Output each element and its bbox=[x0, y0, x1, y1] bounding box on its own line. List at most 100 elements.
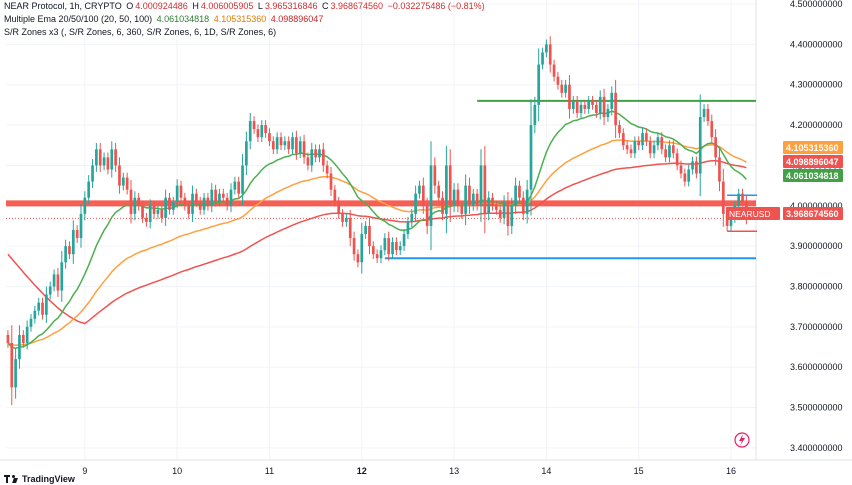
candle-body bbox=[114, 149, 117, 166]
candle-body bbox=[421, 185, 425, 206]
candle-body bbox=[333, 189, 337, 202]
candle-body bbox=[629, 149, 633, 154]
candle-body bbox=[337, 201, 341, 214]
candle-body bbox=[525, 189, 529, 214]
price-label: 3.968674560 bbox=[786, 209, 839, 219]
candle-body bbox=[71, 230, 75, 255]
candle-body bbox=[106, 157, 110, 170]
candle-body bbox=[418, 185, 421, 194]
candle-body bbox=[125, 177, 129, 190]
price-label: 4.061034818 bbox=[786, 171, 839, 181]
candle-body bbox=[314, 149, 317, 158]
candle-body bbox=[495, 205, 498, 210]
candle-body bbox=[521, 197, 525, 214]
lightning-icon bbox=[739, 434, 745, 446]
candle-body bbox=[148, 205, 152, 222]
candle-body bbox=[571, 100, 575, 109]
candle-body bbox=[556, 76, 560, 85]
candle-body bbox=[225, 197, 229, 206]
candle-body bbox=[291, 137, 294, 150]
candle-body bbox=[625, 145, 629, 150]
candle-body bbox=[606, 108, 610, 118]
candle-body bbox=[710, 121, 714, 138]
y-tick-label: 3.600000000 bbox=[790, 362, 843, 372]
candle-body bbox=[29, 318, 33, 327]
candle-body bbox=[364, 225, 367, 235]
candle-body bbox=[575, 100, 579, 113]
candle-body bbox=[237, 181, 241, 194]
x-tick-label: 16 bbox=[726, 466, 736, 476]
candle-body bbox=[79, 213, 83, 239]
candle-body bbox=[133, 197, 137, 214]
high-label: H bbox=[192, 1, 199, 11]
y-tick-label: 3.800000000 bbox=[790, 281, 843, 291]
candle-body bbox=[633, 141, 637, 154]
candle-body bbox=[10, 342, 14, 388]
candle-body bbox=[591, 100, 594, 105]
candle-body bbox=[229, 189, 233, 206]
candle-body bbox=[160, 209, 164, 218]
candle-body bbox=[391, 242, 394, 255]
candle-body bbox=[375, 254, 379, 259]
candle-body bbox=[560, 84, 564, 93]
candle-body bbox=[487, 197, 491, 214]
candle-body bbox=[598, 96, 602, 113]
change-value: −0.032275486 (−0.81%) bbox=[387, 1, 485, 11]
y-tick-label: 4.500000000 bbox=[790, 0, 843, 9]
candle-body bbox=[275, 137, 279, 150]
candle-body bbox=[637, 141, 641, 146]
candle-body bbox=[695, 161, 698, 174]
candle-body bbox=[110, 149, 114, 170]
candle-body bbox=[348, 217, 352, 239]
candle-body bbox=[433, 165, 437, 186]
candle-body bbox=[14, 359, 17, 388]
x-tick-label: 14 bbox=[541, 466, 551, 476]
price-label: 4.098896047 bbox=[786, 157, 839, 167]
candle-body bbox=[6, 334, 10, 343]
candle-body bbox=[737, 193, 741, 206]
candle-body bbox=[191, 193, 194, 214]
price-label-bg bbox=[783, 155, 843, 168]
candle-body bbox=[721, 181, 725, 214]
candle-body bbox=[121, 177, 125, 186]
candle-body bbox=[610, 92, 614, 109]
candle-body bbox=[341, 213, 344, 222]
candle-body bbox=[456, 189, 460, 206]
candle-body bbox=[33, 310, 37, 319]
close-label: C bbox=[322, 1, 329, 11]
candle-body bbox=[98, 149, 102, 166]
candle-body bbox=[218, 193, 221, 202]
candle-body bbox=[402, 234, 406, 247]
candle-body bbox=[675, 153, 679, 166]
candle-body bbox=[64, 246, 67, 263]
candle-body bbox=[441, 197, 444, 214]
candle-body bbox=[68, 246, 71, 255]
candle-body bbox=[283, 141, 287, 146]
candle-body bbox=[683, 173, 687, 182]
sr-title: S/R Zones x3 (, S/R Zones, 6, 360, S/R Z… bbox=[4, 27, 277, 37]
candle-body bbox=[479, 165, 483, 206]
candle-body bbox=[83, 197, 87, 214]
candle-body bbox=[741, 193, 744, 202]
candle-body bbox=[37, 302, 41, 311]
candle-body bbox=[410, 213, 414, 222]
candle-body bbox=[260, 125, 264, 138]
candle-body bbox=[56, 274, 60, 291]
candle-body bbox=[718, 157, 721, 182]
candle-body bbox=[295, 137, 298, 154]
candle-body bbox=[87, 181, 91, 198]
candle-body bbox=[660, 137, 664, 150]
candle-body bbox=[287, 141, 291, 150]
candle-body bbox=[302, 141, 306, 158]
candle-body bbox=[541, 52, 544, 65]
price-label-bg bbox=[783, 169, 843, 182]
candle-body bbox=[318, 149, 321, 158]
candle-body bbox=[460, 205, 464, 214]
candle-body bbox=[329, 173, 333, 190]
candle-body bbox=[271, 141, 275, 150]
tradingview-brand: TradingView bbox=[4, 474, 75, 484]
candle-body bbox=[656, 137, 660, 146]
ema-title: Multiple Ema 20/50/100 (20, 50, 100) bbox=[4, 14, 153, 24]
